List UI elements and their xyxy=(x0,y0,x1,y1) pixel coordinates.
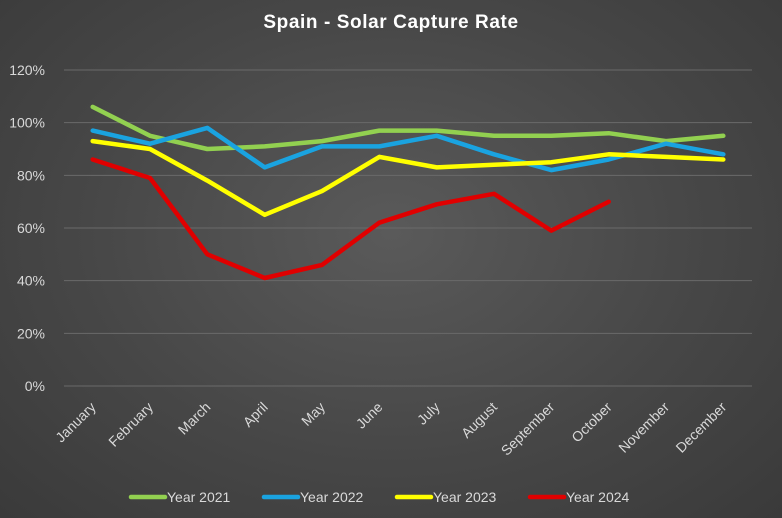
series-line-year-2023 xyxy=(90,138,726,218)
x-tick-label: July xyxy=(414,399,443,428)
gridlines xyxy=(64,69,752,387)
y-tick-label: 120% xyxy=(9,62,45,78)
x-tick-label: October xyxy=(568,399,615,446)
x-tick-label: May xyxy=(298,399,328,429)
series-line-year-2021 xyxy=(90,104,726,152)
x-tick-label: September xyxy=(498,399,558,459)
y-tick-label: 0% xyxy=(25,378,45,394)
y-axis-ticks: 0% 20% 40% 60% 80% 100% 120% xyxy=(9,62,45,394)
x-tick-label: February xyxy=(105,399,156,450)
x-tick-label: June xyxy=(353,399,386,432)
chart-title: Spain - Solar Capture Rate xyxy=(263,12,519,33)
x-tick-label: January xyxy=(52,399,99,446)
legend: Year 2021 Year 2022 Year 2023 Year 2024 xyxy=(128,489,630,505)
x-tick-label: November xyxy=(615,399,672,456)
legend-label: Year 2023 xyxy=(433,489,497,505)
y-tick-label: 20% xyxy=(17,325,45,341)
x-tick-label: April xyxy=(240,399,271,430)
x-tick-label: March xyxy=(175,399,214,438)
legend-label: Year 2021 xyxy=(167,489,231,505)
series-lines xyxy=(90,104,726,281)
y-tick-label: 60% xyxy=(17,220,45,236)
x-tick-label: December xyxy=(672,399,729,456)
legend-label: Year 2022 xyxy=(300,489,364,505)
x-tick-label: August xyxy=(458,399,500,441)
legend-label: Year 2024 xyxy=(566,489,630,505)
y-tick-label: 40% xyxy=(17,273,45,289)
y-tick-label: 80% xyxy=(17,167,45,183)
y-tick-label: 100% xyxy=(9,115,45,131)
x-axis-ticks: January February March April May June July Augu… xyxy=(52,399,729,459)
series-line-year-2024 xyxy=(90,157,611,281)
